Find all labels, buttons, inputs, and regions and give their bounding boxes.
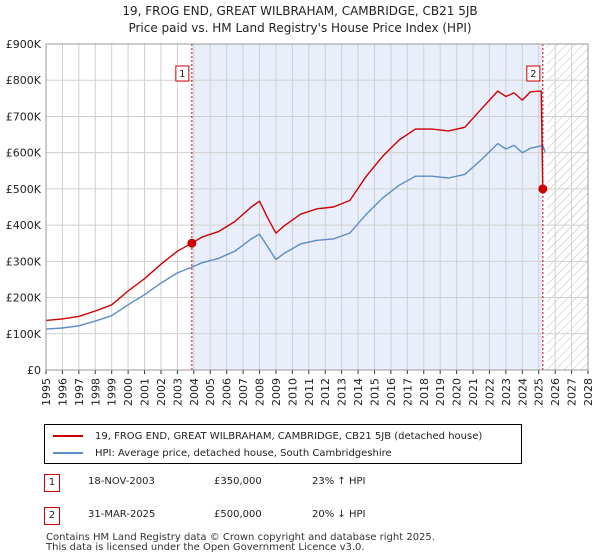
plot-border: [45, 43, 589, 371]
marker-badge-label-2: 2: [530, 69, 536, 80]
sale-point-2: [538, 184, 548, 194]
x-tick-label: 2010: [286, 378, 299, 406]
legend-item-property: 19, FROG END, GREAT WILBRAHAM, CAMBRIDGE…: [53, 428, 482, 444]
transaction-date-2: 31-MAR-2025: [88, 509, 156, 520]
y-tick-label: £500K: [6, 183, 42, 196]
x-tick-label: 2000: [122, 378, 135, 406]
y-tick-label: £200K: [6, 292, 42, 305]
y-tick-label: £400K: [6, 219, 42, 232]
transaction-price-1: £350,000: [214, 476, 262, 487]
x-tick-label: 2026: [549, 378, 562, 406]
chart-title: 19, FROG END, GREAT WILBRAHAM, CAMBRIDGE…: [122, 4, 478, 18]
legend-hpi-label: HPI: Average price, detached house, Sout…: [95, 447, 392, 459]
y-tick-label: £600K: [6, 147, 42, 160]
x-tick-label: 2009: [270, 378, 283, 406]
x-tick-label: 2002: [155, 378, 168, 406]
marker-badge-1: [175, 65, 190, 82]
x-tick-label: 2021: [467, 378, 480, 406]
footer-licence: This data is licensed under the Open Gov…: [46, 542, 365, 553]
sale-point-1: [187, 238, 197, 248]
x-tick-label: 2019: [434, 378, 447, 406]
x-tick-label: 2011: [303, 378, 316, 406]
transaction-badge-1: 1: [44, 474, 60, 492]
chart-subtitle: Price paid vs. HM Land Registry's House …: [128, 21, 472, 35]
footer-copyright: Contains HM Land Registry data © Crown c…: [46, 532, 435, 543]
forecast-hatched-region: [546, 44, 588, 370]
transaction-hpi-1: 23% ↑ HPI: [312, 476, 366, 487]
x-tick-label: 2013: [336, 378, 349, 406]
x-tick-label: 2004: [188, 378, 201, 406]
x-tick-label: 2003: [171, 378, 184, 406]
transaction-hpi-2: 20% ↓ HPI: [312, 509, 366, 520]
x-tick-label: 2023: [500, 378, 513, 406]
hpi-series-line: [45, 142, 546, 330]
y-tick-label: £800K: [6, 74, 42, 87]
x-tick-label: 1997: [73, 378, 86, 406]
y-tick-label: £0: [27, 364, 41, 377]
x-tick-label: 1998: [89, 378, 102, 406]
x-tick-label: 2016: [385, 378, 398, 406]
x-tick-label: 1995: [40, 378, 53, 406]
x-tick-label: 1999: [106, 378, 119, 406]
x-tick-label: 2014: [352, 378, 365, 406]
legend-property-label: 19, FROG END, GREAT WILBRAHAM, CAMBRIDGE…: [95, 430, 483, 442]
transaction-date-1: 18-NOV-2003: [88, 476, 155, 487]
x-tick-label: 2017: [401, 378, 414, 406]
x-tick-label: 2024: [516, 378, 529, 406]
y-tick-label: £300K: [6, 255, 42, 268]
ownership-shaded-region: [191, 44, 543, 370]
x-tick-label: 2027: [566, 378, 579, 406]
x-tick-label: 2020: [451, 378, 464, 406]
x-tick-label: 2012: [319, 378, 332, 406]
legend: 19, FROG END, GREAT WILBRAHAM, CAMBRIDGE…: [44, 424, 522, 464]
y-tick-label: £700K: [6, 110, 42, 123]
x-tick-label: 2022: [483, 378, 496, 406]
property-series-line: [45, 90, 546, 322]
legend-item-hpi: HPI: Average price, detached house, Sout…: [53, 445, 392, 461]
marker-badge-label-1: 1: [179, 69, 185, 80]
legend-property-swatch: [53, 435, 83, 437]
price-chart: 1 2 £0 £100K £200K £300K £400K £500K £600K £700K…: [6, 38, 595, 406]
x-tick-label: 2015: [368, 378, 381, 406]
transaction-price-2: £500,000: [214, 509, 262, 520]
x-tick-label: 2018: [418, 378, 431, 406]
x-tick-label: 2005: [204, 378, 217, 406]
x-tick-label: 2008: [254, 378, 267, 406]
y-tick-label: £100K: [6, 328, 42, 341]
x-tick-label: 2006: [221, 378, 234, 406]
y-tick-label: £900K: [6, 38, 42, 51]
x-tick-label: 2007: [237, 378, 250, 406]
x-tick-label: 2025: [533, 378, 546, 406]
x-tick-label: 2028: [582, 378, 595, 406]
x-tick-label: 1996: [56, 378, 69, 406]
legend-hpi-swatch: [53, 452, 83, 454]
marker-badge-2: [526, 65, 541, 82]
x-tick-label: 2001: [139, 378, 152, 406]
transaction-badge-2: 2: [44, 507, 60, 525]
